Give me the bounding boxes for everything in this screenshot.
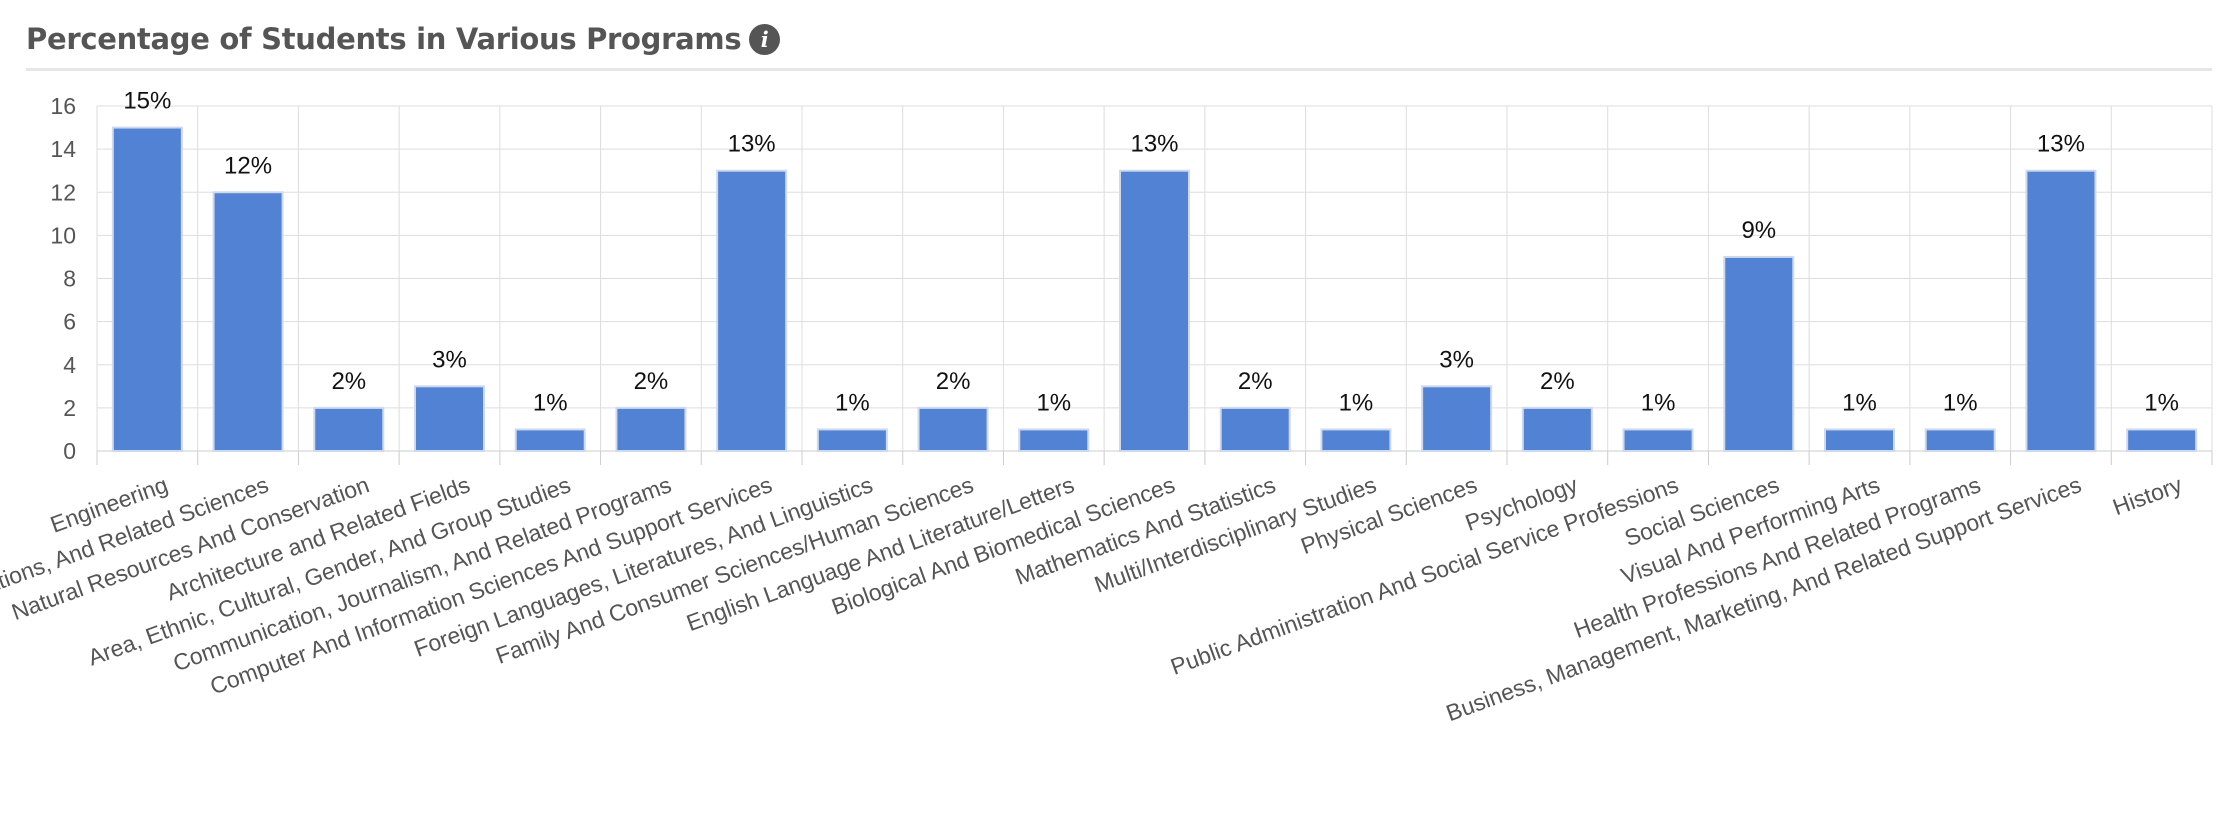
data-label: 1% [835,389,870,416]
data-label: 2% [634,368,669,395]
bar[interactable] [816,428,888,452]
data-labels: 15% 12% 2% 3% 1% 2% 13% 1% 2% 1% 13% 2% 1% 3% 2% 1% 9% 1%… [123,88,2179,417]
y-tick-label: 0 [63,438,76,464]
category-label: History [2109,471,2186,520]
y-tick-label: 10 [50,222,76,248]
bar[interactable] [111,126,183,452]
bar[interactable] [2126,428,2198,452]
bar[interactable] [212,191,284,452]
data-label: 3% [1439,346,1474,373]
data-label: 1% [1641,389,1676,416]
data-label: 2% [1238,368,1273,395]
bar[interactable] [1320,428,1392,452]
data-label: 15% [123,88,171,115]
data-label: 9% [1741,217,1776,244]
chart-header: Percentage of Students in Various Progra… [26,10,2212,71]
bar[interactable] [917,406,989,452]
data-label: 13% [728,131,776,158]
bar[interactable] [1824,428,1895,452]
data-label: 13% [2037,131,2085,158]
bar[interactable] [1521,406,1593,452]
data-label: 1% [1036,389,1071,416]
data-label: 2% [936,368,971,395]
bar[interactable] [2025,169,2097,452]
y-tick-label: 8 [63,266,76,292]
y-tick-label: 14 [50,136,76,162]
bar[interactable] [313,406,385,452]
bar[interactable] [1421,385,1493,452]
bar[interactable] [615,406,687,452]
y-tick-label: 12 [50,179,76,205]
data-label: 1% [1842,389,1877,416]
info-circle-icon[interactable]: i [749,23,781,55]
bar[interactable] [514,428,586,452]
y-tick-label: 6 [63,309,76,335]
chart-title: Percentage of Students in Various Progra… [26,22,742,56]
data-label: 3% [432,346,467,373]
bar[interactable] [716,169,788,452]
bar[interactable] [1723,255,1795,452]
bar[interactable] [1622,428,1694,452]
bar[interactable] [1924,428,1996,452]
data-label: 1% [2144,389,2179,416]
data-label: 1% [1339,389,1374,416]
bar[interactable] [1219,406,1291,452]
data-label: 2% [1540,368,1575,395]
bar[interactable] [1018,428,1090,452]
bar[interactable] [1119,169,1190,452]
bar[interactable] [414,385,485,452]
y-tick-label: 2 [63,395,76,421]
data-label: 2% [331,368,366,395]
x-axis-category-labels: EngineeringAgriculture, Agriculture Oper… [0,471,2186,726]
data-label: 13% [1130,131,1178,158]
bars [111,126,2198,452]
y-tick-label: 4 [63,352,76,378]
y-axis-tick-labels: 0 2 4 6 8 10 12 14 16 [50,93,76,464]
data-label: 1% [1943,389,1978,416]
y-tick-label: 16 [50,93,76,119]
data-label: 1% [533,389,568,416]
data-label: 12% [224,152,272,179]
